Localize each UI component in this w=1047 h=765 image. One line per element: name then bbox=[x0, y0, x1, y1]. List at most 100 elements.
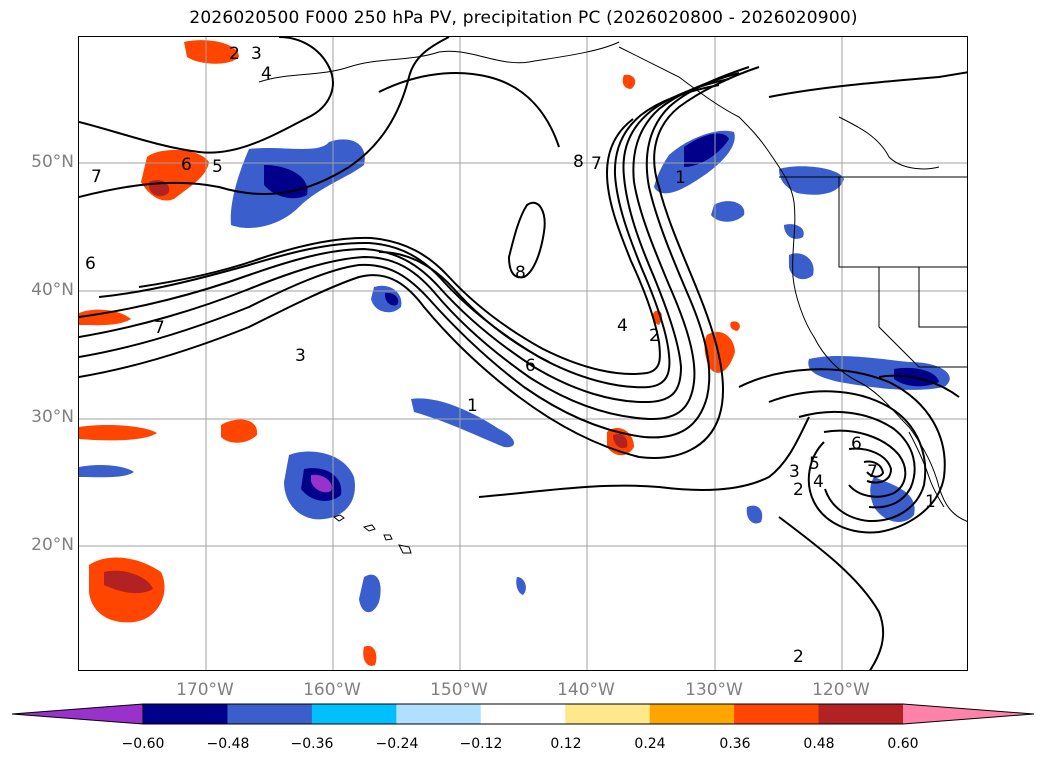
contour-labels: 2 3 4 5 6 7 6 7 3 1 8 7 8 1 4 2 6 6 5 4 … bbox=[85, 44, 936, 667]
lat-label-40n: 40°N bbox=[31, 280, 74, 300]
pv-contour-low bbox=[863, 460, 885, 478]
colorbar-tick-label: 0.60 bbox=[887, 736, 919, 752]
pv-contour-low bbox=[768, 390, 927, 523]
precip-negative-region bbox=[79, 464, 134, 478]
north-america-coast bbox=[768, 151, 967, 522]
precip-positive-region bbox=[79, 425, 157, 441]
colorbar-extension-high bbox=[903, 704, 1034, 724]
pv-contour bbox=[138, 118, 661, 375]
precip-positive-region bbox=[104, 570, 153, 594]
contour-label: 4 bbox=[617, 316, 628, 336]
contour-label: 2 bbox=[793, 647, 804, 667]
precip-negative-region bbox=[870, 477, 915, 522]
precip-positive-region bbox=[141, 150, 209, 201]
lat-label-30n: 30°N bbox=[31, 407, 74, 427]
precip-negative-region bbox=[684, 133, 729, 167]
pv-contour bbox=[79, 66, 750, 439]
colorbar-tick-label: −0.48 bbox=[206, 736, 250, 752]
contour-label: 6 bbox=[85, 254, 96, 274]
map-panel: 2 3 4 5 6 7 6 7 3 1 8 7 8 1 4 2 6 6 5 4 … bbox=[78, 36, 968, 671]
colorbar-tick-label: −0.24 bbox=[375, 736, 419, 752]
lon-label-130w: 130°W bbox=[685, 680, 743, 700]
contour-label: 7 bbox=[591, 154, 602, 174]
contour-label: 5 bbox=[809, 454, 820, 474]
colorbar-segment bbox=[396, 704, 482, 724]
pv-contour bbox=[878, 374, 960, 398]
colorbar-segment bbox=[143, 704, 228, 724]
colorbar-segment bbox=[565, 704, 651, 724]
contour-label: 1 bbox=[925, 492, 936, 512]
colorbar-segment bbox=[480, 704, 566, 724]
precip-negative-region bbox=[516, 577, 526, 595]
pv-contour-low bbox=[798, 410, 916, 509]
colorbar-outline bbox=[11, 703, 1035, 725]
precip-negative-region bbox=[746, 505, 763, 524]
colorbar-tick-label: 0.36 bbox=[719, 736, 751, 752]
contour-label: 3 bbox=[789, 462, 800, 482]
contour-label: 6 bbox=[851, 434, 862, 454]
lon-label-120w: 120°W bbox=[812, 680, 870, 700]
precip-positive-region bbox=[613, 433, 628, 449]
precip-positive-region bbox=[79, 309, 131, 326]
colorbar-extension-low bbox=[12, 704, 143, 724]
contour-label: 6 bbox=[181, 155, 192, 175]
pv-contour bbox=[378, 71, 560, 148]
colorbar-tick-label: 0.48 bbox=[803, 736, 835, 752]
colorbar-segment bbox=[649, 704, 735, 724]
contour-label: 2 bbox=[649, 326, 660, 346]
precip-positive-region bbox=[704, 331, 735, 373]
precip-positive-region bbox=[363, 645, 377, 666]
colorbar-tick-label: −0.12 bbox=[459, 736, 503, 752]
alaska-panhandle-coast bbox=[618, 46, 770, 153]
lat-label-50n: 50°N bbox=[31, 152, 74, 172]
pv-contour bbox=[79, 72, 740, 421]
precip-negative-region bbox=[384, 292, 399, 306]
graticule bbox=[79, 37, 967, 670]
contour-label: 5 bbox=[212, 157, 223, 177]
state-border bbox=[878, 267, 967, 368]
contour-label: 8 bbox=[515, 263, 526, 283]
contour-label: 7 bbox=[91, 167, 102, 187]
contour-label: 2 bbox=[229, 44, 240, 64]
pv-contour bbox=[79, 78, 730, 404]
pv-contour bbox=[768, 71, 967, 98]
pv-contour bbox=[79, 37, 334, 154]
colorbar-segment bbox=[818, 704, 904, 724]
map-title: 2026020500 F000 250 hPa PV, precipitatio… bbox=[189, 8, 858, 28]
contour-label: 3 bbox=[295, 346, 306, 366]
precip-negative-region bbox=[711, 201, 745, 222]
state-border bbox=[838, 177, 967, 268]
pv-contour-low bbox=[823, 429, 907, 498]
lon-label-140w: 140°W bbox=[557, 680, 615, 700]
pv-contour-low bbox=[738, 368, 946, 534]
pv-contour bbox=[478, 416, 810, 498]
pv-contour bbox=[79, 66, 760, 459]
alaska-coast bbox=[258, 41, 620, 83]
precip-positive-region bbox=[730, 321, 740, 331]
contour-label: 4 bbox=[261, 64, 272, 84]
pv-contour bbox=[778, 516, 885, 670]
lat-label-20n: 20°N bbox=[31, 535, 74, 555]
colorbar-tick-label: 0.24 bbox=[634, 736, 666, 752]
colorbar-segments bbox=[12, 704, 1034, 724]
pv-contour bbox=[98, 84, 720, 389]
lon-label-150w: 150°W bbox=[430, 680, 488, 700]
baja-coast bbox=[908, 431, 945, 508]
precip-negative-region bbox=[411, 398, 515, 448]
precip-positive-region bbox=[221, 419, 258, 443]
precip-negative-region bbox=[789, 253, 814, 280]
coastlines bbox=[258, 41, 967, 554]
contour-label: 4 bbox=[813, 472, 824, 492]
state-border bbox=[838, 116, 940, 170]
colorbar-segment bbox=[311, 704, 397, 724]
colorbar-segment bbox=[734, 704, 820, 724]
contour-label: 3 bbox=[251, 44, 262, 64]
colorbar-tick-label: −0.60 bbox=[121, 736, 165, 752]
precip-negative-region bbox=[779, 166, 844, 195]
lon-label-170w: 170°W bbox=[176, 680, 234, 700]
colorbar-tick-label: −0.36 bbox=[290, 736, 334, 752]
pv-contour-low bbox=[848, 447, 893, 484]
contour-label: 7 bbox=[867, 462, 878, 482]
contour-label: 1 bbox=[675, 168, 686, 188]
state-border bbox=[918, 267, 967, 328]
